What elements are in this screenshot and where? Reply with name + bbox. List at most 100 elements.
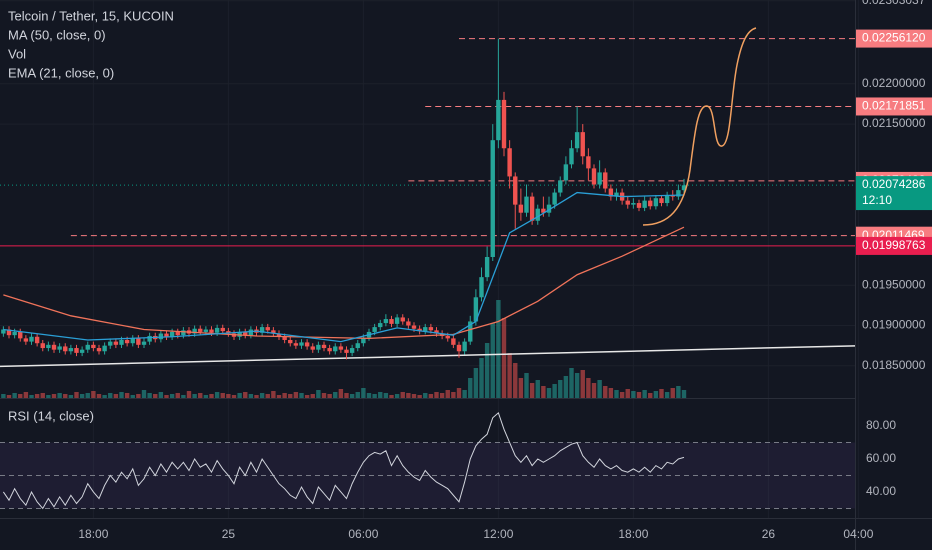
candle-body	[518, 204, 524, 213]
volume-bar	[198, 393, 203, 398]
candle-body	[355, 343, 360, 349]
volume-bar	[192, 394, 197, 398]
x-tick-label: 26	[762, 527, 776, 541]
volume-bar	[203, 395, 209, 398]
candle-body	[451, 338, 456, 345]
legend-ma: MA (50, close, 0)	[8, 27, 106, 42]
volume-bar	[299, 393, 304, 398]
volume-bar	[479, 358, 484, 398]
candle-body	[653, 198, 659, 207]
volume-bar	[181, 395, 186, 398]
volume-bar	[6, 395, 12, 398]
volume-bar	[625, 389, 630, 398]
candle-body	[434, 330, 439, 334]
candle-body	[608, 188, 614, 197]
volume-bar	[220, 393, 225, 398]
candle-body	[79, 349, 85, 353]
y-tick-label: 0.01900000	[862, 318, 926, 332]
volume-bar	[394, 394, 400, 398]
volume-bar	[389, 395, 394, 398]
candle-body	[91, 344, 96, 349]
volume-bar	[451, 392, 456, 398]
candle-body	[625, 200, 630, 205]
volume-bar	[507, 353, 512, 398]
y-tick-label: 0.01850000	[862, 358, 926, 372]
volume-bar	[597, 380, 602, 398]
volume-bar	[327, 394, 332, 398]
volume-bar	[85, 393, 90, 398]
y-tick-label: 0.02150000	[862, 116, 926, 130]
candle-body	[124, 339, 130, 344]
candle-body	[136, 338, 141, 345]
candle-body	[51, 344, 57, 350]
volume-bar	[501, 318, 507, 398]
x-tick-label: 04:00	[843, 527, 873, 541]
x-tick-label: 25	[222, 527, 236, 541]
volume-bar	[552, 384, 557, 398]
volume-bar	[119, 392, 124, 398]
candle-body	[214, 327, 220, 333]
volume-bar	[484, 343, 490, 398]
volume-bar	[608, 388, 614, 398]
price-level-box	[856, 29, 932, 48]
candle-body	[428, 327, 434, 331]
candle-body	[248, 329, 254, 336]
last-price-label: 0.02074286	[862, 177, 926, 191]
volume-bar	[310, 394, 315, 398]
volume-bar	[158, 392, 164, 398]
volume-bar	[29, 395, 34, 398]
candle-body	[597, 172, 602, 185]
volume-bar	[23, 392, 29, 398]
ma-line	[3, 226, 685, 340]
volume-bar	[681, 390, 687, 398]
candle-body	[642, 200, 647, 208]
x-tick-label: 06:00	[348, 527, 378, 541]
volume-bar	[1, 394, 6, 398]
candle-body	[558, 180, 563, 193]
volume-bar	[541, 386, 546, 398]
volume-bar	[524, 373, 529, 398]
volume-bar	[462, 390, 467, 398]
candle-body	[141, 341, 147, 345]
candle-body	[636, 203, 642, 208]
candle-body	[164, 333, 169, 337]
candle-body	[524, 196, 529, 213]
candle-body	[423, 327, 428, 332]
candle-body	[378, 323, 383, 328]
volume-bar	[664, 392, 670, 398]
volume-bar	[383, 393, 389, 398]
candle-body	[113, 341, 119, 345]
volume-bar	[586, 378, 591, 398]
candle-body	[304, 342, 310, 347]
candle-body	[541, 208, 546, 213]
candle-body	[580, 132, 585, 157]
candle-body	[158, 333, 164, 340]
volume-bar	[214, 392, 220, 398]
volume-bar	[333, 392, 338, 398]
candle-body	[198, 328, 203, 332]
volume-bar	[68, 395, 74, 398]
volume-bar	[186, 391, 192, 398]
candle-body	[74, 348, 79, 353]
volume-bar	[366, 393, 372, 398]
candle-body	[569, 148, 574, 165]
volume-bar	[338, 389, 344, 398]
volume-bar	[490, 323, 495, 398]
volume-bar	[265, 394, 270, 398]
ema-line	[3, 191, 685, 343]
rsi-tick-label: 40.00	[866, 484, 896, 498]
volume-bar	[316, 390, 321, 398]
candle-body	[383, 319, 389, 324]
candle-body	[349, 348, 355, 353]
rsi-line	[2, 411, 685, 510]
candle-body	[23, 338, 29, 342]
candle-body	[535, 208, 540, 221]
volume-bar	[254, 395, 259, 398]
legend-rsi: RSI (14, close)	[8, 408, 94, 423]
candle-body	[411, 325, 417, 329]
candle-body	[445, 335, 450, 339]
candle-body	[1, 329, 6, 334]
volume-bar	[518, 378, 524, 398]
volume-bar	[631, 391, 636, 398]
